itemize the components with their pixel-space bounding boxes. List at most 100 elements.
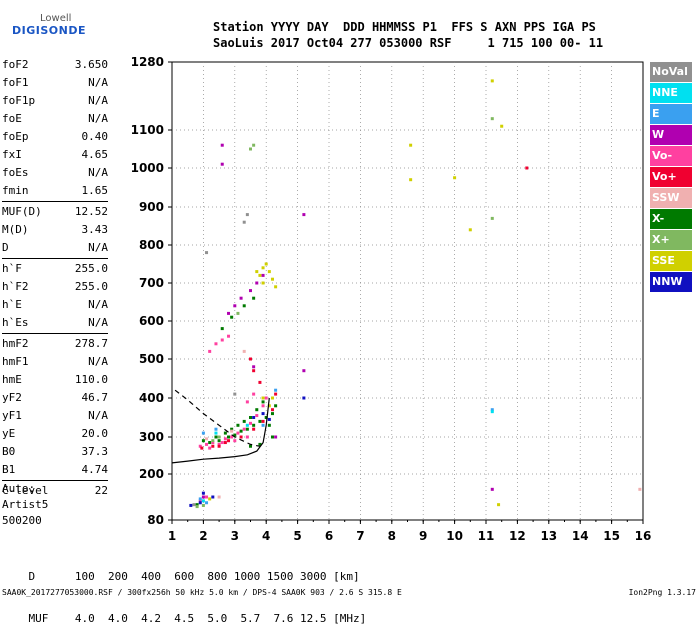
- data-point: [453, 176, 457, 180]
- ionogram-chart: 1 2 3 4 5 6 7 8 9 10 11 12 13 14 15 1680200300400500600…: [131, 55, 652, 543]
- param-row: C-level 22: [2, 482, 108, 500]
- x-tick-label: 13: [540, 529, 557, 543]
- x-tick-label: 12: [509, 529, 526, 543]
- data-point: [252, 296, 256, 300]
- muf-label: MUF: [28, 612, 49, 625]
- auto-program: Artist5: [2, 498, 49, 511]
- param-value: N/A: [88, 355, 108, 368]
- x-tick-label: 6: [325, 529, 333, 543]
- distance-muf-table: D 100 200 400 600 800 1000 1500 3000 [km…: [2, 556, 367, 640]
- param-value: 255.0: [74, 262, 108, 275]
- data-point: [200, 446, 204, 450]
- y-tick-label: 1000: [131, 161, 164, 175]
- y-tick-label: 900: [139, 200, 164, 214]
- y-tick-label: 400: [139, 391, 164, 405]
- param-row: hmF2 278.7: [2, 335, 108, 353]
- auto-version: 500200: [2, 514, 42, 527]
- param-row: h`F 255.0: [2, 260, 108, 278]
- profile-curve-dashed: [174, 389, 261, 447]
- param-name: hmF1: [2, 355, 29, 368]
- legend-item: NoVal: [650, 62, 692, 82]
- data-point: [245, 435, 249, 439]
- y-tick-label: 800: [139, 238, 164, 252]
- param-row: hmF1 N/A: [2, 353, 108, 371]
- param-value: N/A: [88, 112, 108, 125]
- param-name: MUF(D): [2, 205, 42, 218]
- param-value: 110.0: [74, 373, 108, 386]
- data-point: [208, 497, 212, 501]
- param-name: hmF2: [2, 337, 29, 350]
- x-tick-label: 5: [293, 529, 301, 543]
- auto-label: Auto:: [2, 482, 36, 495]
- data-point: [211, 495, 215, 499]
- data-point: [267, 270, 271, 274]
- param-value: 3.650: [74, 58, 108, 71]
- legend-item: NNE: [650, 83, 692, 103]
- param-row: foE N/A: [2, 110, 108, 128]
- data-point: [258, 380, 262, 384]
- trace-curve-solid: [171, 397, 270, 464]
- param-value: 37.3: [81, 445, 109, 458]
- data-point: [242, 220, 246, 224]
- data-point: [214, 435, 218, 439]
- legend-item: X-: [650, 209, 692, 229]
- param-name: h`Es: [2, 316, 29, 329]
- polarization-legend: NoVal NNE E W Vo- Vo+ SSW X- X+ SSE NNW: [650, 62, 692, 293]
- data-point: [500, 124, 504, 128]
- x-tick-label: 14: [572, 529, 589, 543]
- data-point: [267, 404, 271, 408]
- param-name: foF2: [2, 58, 29, 71]
- data-point: [242, 304, 246, 308]
- data-point: [264, 262, 268, 266]
- param-value: 12.52: [74, 205, 108, 218]
- data-point: [233, 439, 237, 443]
- data-point: [249, 357, 252, 361]
- file-info-footer: SAA0K_2017277053000.RSF / 300fx256h 50 k…: [2, 588, 402, 597]
- data-point: [245, 427, 249, 431]
- data-point: [245, 400, 249, 404]
- param-row: h`Es N/A: [2, 314, 108, 332]
- param-value: 1.65: [81, 184, 109, 197]
- data-point: [208, 349, 212, 353]
- data-point: [270, 396, 274, 400]
- data-point: [490, 216, 494, 220]
- data-point: [490, 410, 494, 414]
- data-point: [249, 416, 252, 419]
- data-point: [490, 117, 494, 121]
- muf-values: 4.0 4.0 4.2 4.5 5.0 5.7 7.6 12.5 [MHz]: [74, 612, 367, 625]
- data-point: [302, 369, 306, 373]
- x-tick-label: 16: [635, 529, 652, 543]
- x-tick-label: 7: [356, 529, 364, 543]
- param-row: h`E N/A: [2, 296, 108, 314]
- data-point: [252, 427, 256, 431]
- data-point: [220, 338, 224, 342]
- data-point: [198, 499, 202, 503]
- data-point: [261, 423, 265, 427]
- data-point: [274, 435, 278, 439]
- param-row: foF2 3.650: [2, 56, 108, 74]
- data-point: [227, 435, 231, 439]
- data-point: [201, 503, 205, 507]
- data-point: [227, 334, 231, 338]
- data-point: [227, 439, 231, 443]
- data-point: [239, 429, 243, 433]
- data-point: [233, 433, 237, 437]
- param-value: 255.0: [74, 280, 108, 293]
- data-point: [220, 143, 224, 147]
- data-point: [249, 289, 252, 293]
- data-point: [195, 503, 199, 507]
- data-point: [252, 392, 256, 396]
- data-point: [264, 416, 268, 419]
- param-row: foF1 N/A: [2, 74, 108, 92]
- param-name: yE: [2, 427, 16, 440]
- data-point: [217, 442, 221, 446]
- param-name: foF1: [2, 76, 29, 89]
- data-point: [211, 439, 215, 443]
- data-point: [274, 404, 278, 408]
- scaled-parameters-panel: foF2 3.650 foF1 N/A foF1p N/A foE N/A foEp 0.40 fx…: [2, 56, 108, 500]
- data-point: [258, 273, 262, 277]
- legend-item: X+: [650, 230, 692, 250]
- data-point: [490, 408, 494, 412]
- param-row: M(D) 3.43: [2, 221, 108, 239]
- data-point: [239, 296, 243, 300]
